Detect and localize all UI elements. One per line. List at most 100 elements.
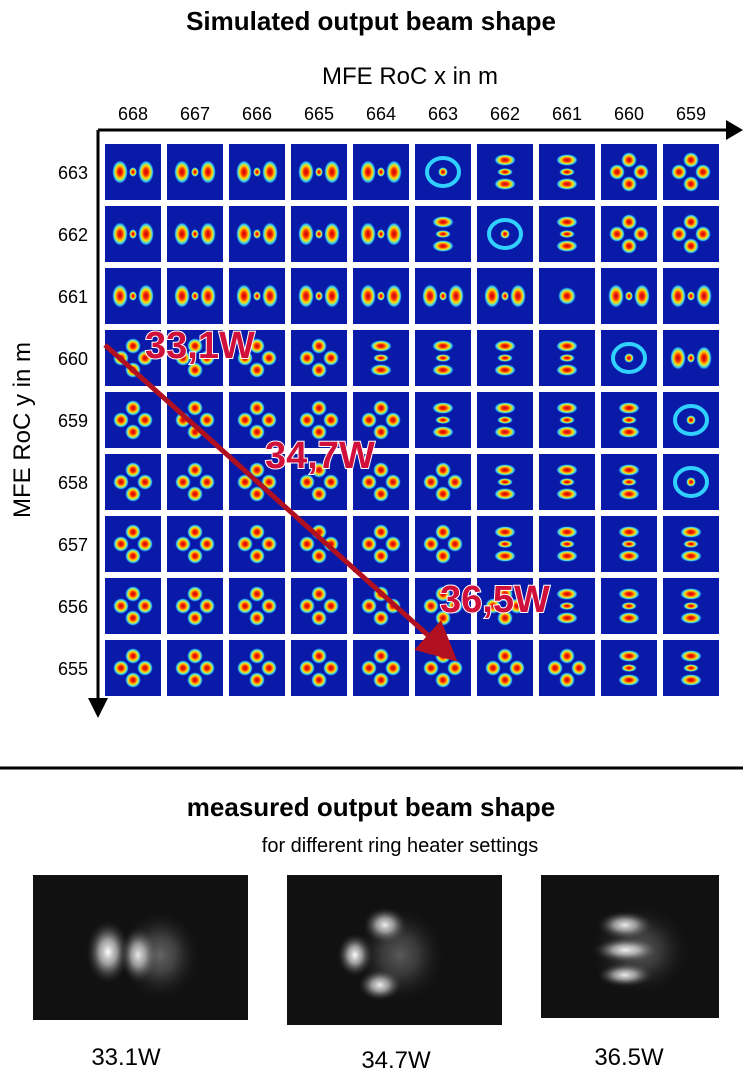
lobe xyxy=(435,354,451,362)
beam-tile xyxy=(663,144,719,200)
lobe xyxy=(125,648,141,664)
lobe xyxy=(618,588,640,600)
lobe xyxy=(497,168,513,176)
lobe xyxy=(497,586,513,602)
lobe xyxy=(261,536,277,552)
beam-tile xyxy=(353,144,409,200)
beam-tile xyxy=(105,516,161,572)
lobe xyxy=(423,598,439,614)
lobe xyxy=(315,229,323,239)
lobe xyxy=(311,400,327,416)
lobe xyxy=(621,478,637,486)
beam-tile xyxy=(167,144,223,200)
beam-tile xyxy=(415,144,471,200)
lobe xyxy=(175,350,191,366)
lobe xyxy=(373,610,389,626)
lobe xyxy=(509,660,525,676)
lobe xyxy=(432,426,454,438)
lobe xyxy=(435,548,451,564)
photo xyxy=(541,875,719,1018)
beam-tile xyxy=(291,330,347,386)
lobe xyxy=(695,226,711,242)
lobe xyxy=(370,364,392,376)
lobe xyxy=(621,238,637,254)
lobe xyxy=(199,474,215,490)
y-tick-label: 660 xyxy=(58,349,88,369)
beam-tile xyxy=(477,578,533,634)
lobe xyxy=(125,424,141,440)
lobe xyxy=(385,536,401,552)
lobe xyxy=(618,550,640,562)
beam-tile xyxy=(229,640,285,696)
x-tick-label: 668 xyxy=(118,104,148,124)
beam-tile xyxy=(167,392,223,448)
beam-tile xyxy=(539,268,595,324)
lobe xyxy=(370,340,392,352)
lobe xyxy=(237,412,253,428)
lobe xyxy=(377,229,385,239)
beam-tile xyxy=(663,578,719,634)
beam-tile xyxy=(477,454,533,510)
lobe xyxy=(497,672,513,688)
lobe xyxy=(138,222,154,246)
beam-tile xyxy=(601,206,657,262)
beam-tile xyxy=(291,516,347,572)
beam-tile xyxy=(539,144,595,200)
beam-tile xyxy=(601,144,657,200)
lobe xyxy=(683,238,699,254)
y-tick-label: 663 xyxy=(58,163,88,183)
lobe xyxy=(435,416,451,424)
lobe xyxy=(559,540,575,548)
lobe xyxy=(671,226,687,242)
beam-tile xyxy=(663,206,719,262)
lobe xyxy=(199,660,215,676)
lobe xyxy=(373,400,389,416)
beam-tile xyxy=(539,392,595,448)
beam-tile xyxy=(415,268,471,324)
lobe xyxy=(125,672,141,688)
lobe xyxy=(323,598,339,614)
lobe xyxy=(439,291,447,301)
lobe xyxy=(324,284,340,308)
beam-tile xyxy=(105,454,161,510)
x-tick-label: 666 xyxy=(242,104,272,124)
lobe xyxy=(125,486,141,502)
lobe xyxy=(360,222,376,246)
lobe xyxy=(311,338,327,354)
ring xyxy=(673,404,709,436)
lobe xyxy=(680,550,702,562)
lobe xyxy=(125,338,141,354)
beam-tile xyxy=(105,640,161,696)
beam-tile xyxy=(229,578,285,634)
photo xyxy=(287,875,502,1025)
lobe xyxy=(373,524,389,540)
lobe xyxy=(556,216,578,228)
ring xyxy=(673,466,709,498)
lobe xyxy=(361,660,377,676)
lobe xyxy=(299,350,315,366)
lobe xyxy=(262,222,278,246)
y-tick-label: 658 xyxy=(58,473,88,493)
ring xyxy=(487,218,523,250)
lobe xyxy=(137,536,153,552)
lobe xyxy=(299,536,315,552)
lobe xyxy=(311,486,327,502)
lobe xyxy=(618,426,640,438)
lobe xyxy=(447,598,463,614)
beam-tile xyxy=(167,206,223,262)
lobe xyxy=(125,524,141,540)
lobe xyxy=(435,672,451,688)
lobe xyxy=(236,222,252,246)
beam-tile xyxy=(353,640,409,696)
lobe xyxy=(484,284,500,308)
photo xyxy=(33,875,248,1020)
lobe xyxy=(191,229,199,239)
beam-tile xyxy=(105,268,161,324)
ring xyxy=(425,156,461,188)
lobe xyxy=(199,350,215,366)
lobe xyxy=(253,229,261,239)
lobe xyxy=(174,160,190,184)
lobe xyxy=(423,474,439,490)
lobe xyxy=(618,674,640,686)
lobe xyxy=(683,176,699,192)
